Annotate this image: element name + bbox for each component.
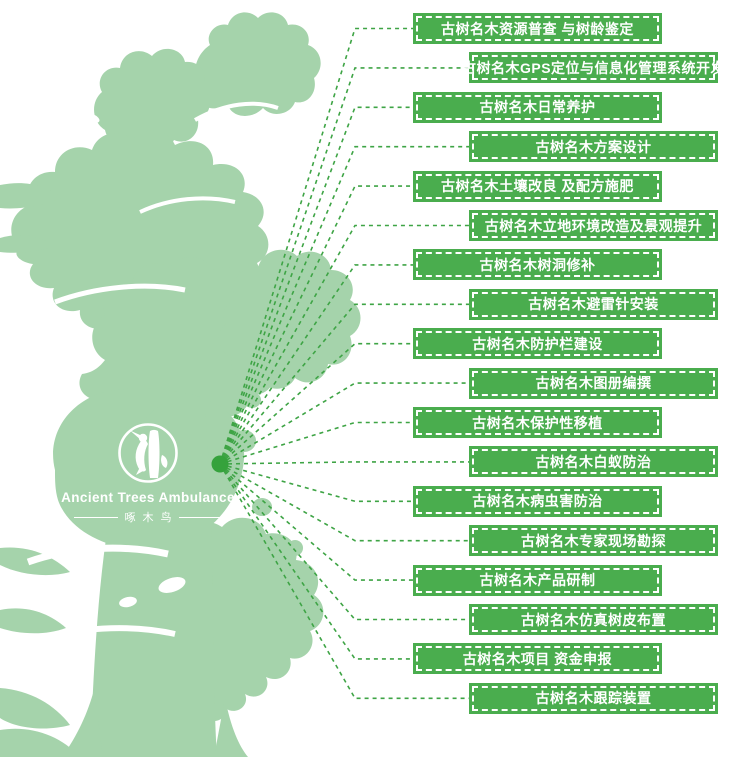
service-label: 古树名木仿真树皮布置	[469, 604, 718, 635]
service-label-text: 古树名木产品研制	[479, 572, 596, 589]
connector-line	[219, 382, 469, 465]
service-label-text: 古树名木日常养护	[479, 99, 596, 116]
connector-line	[219, 463, 413, 503]
service-label: 古树名木避雷针安装	[469, 288, 718, 320]
service-label: 古树名木防护栏建设	[413, 328, 662, 360]
service-label-text: 古树名木土壤改良 及配方施肥	[441, 178, 634, 195]
service-label-text: 古树名木专家现场勘探	[521, 532, 666, 549]
service-label-text: 古树名木白蚁防治	[535, 453, 652, 470]
tagline-rule-left	[73, 516, 118, 518]
service-label-text: 古树名木方案设计	[535, 138, 652, 155]
connector-line	[219, 421, 413, 465]
service-label: 古树名木GPS定位与信息化管理系统开发	[462, 52, 725, 84]
service-label-text: 古树名木GPS定位与信息化管理系统开发	[461, 59, 726, 76]
connector-line	[219, 145, 469, 465]
service-label-text: 古树名木防护栏建设	[472, 335, 603, 352]
service-label-text: 古树名木避雷针安装	[528, 296, 659, 313]
connector-line	[219, 106, 413, 465]
connector-line	[219, 463, 469, 700]
logo-tagline-text: 啄木鸟	[124, 512, 179, 524]
service-label: 古树名木立地环境改造及景观提升	[469, 210, 718, 241]
service-label: 古树名木保护性移植	[413, 407, 662, 438]
service-label-text: 古树名木保护性移植	[472, 414, 603, 431]
woodpecker-icon	[118, 423, 178, 483]
service-label: 古树名木产品研制	[413, 564, 662, 596]
connector-line	[219, 185, 413, 465]
service-label-text: 古树名木树洞修补	[479, 256, 596, 273]
service-label-text: 古树名木立地环境改造及景观提升	[484, 217, 703, 234]
service-label-text: 古树名木病虫害防治	[472, 493, 603, 510]
hub-dot	[211, 455, 229, 473]
service-label: 古树名木跟踪装置	[469, 682, 718, 714]
connector-line	[219, 224, 469, 465]
service-label: 古树名木专家现场勘探	[469, 525, 718, 557]
connector-line	[219, 342, 413, 465]
service-label: 古树名木日常养护	[413, 91, 662, 123]
connector-line	[219, 303, 469, 465]
service-label: 古树名木土壤改良 及配方施肥	[413, 170, 662, 202]
connector-line	[219, 461, 469, 465]
service-label-text: 古树名木跟踪装置	[535, 690, 652, 707]
connector-line	[219, 463, 469, 621]
service-label-text: 古树名木图册编撰	[535, 375, 652, 392]
service-label-text: 古树名木项目 资金申报	[462, 650, 613, 667]
connector-line	[219, 67, 469, 465]
connector-line	[219, 27, 413, 465]
logo-title: Ancient Trees Ambulance	[61, 490, 235, 505]
service-label: 古树名木方案设计	[469, 131, 718, 163]
service-label: 古树名木病虫害防治	[413, 485, 662, 517]
service-label-text: 古树名木资源普查 与树龄鉴定	[441, 20, 634, 37]
service-label: 古树名木图册编撰	[469, 367, 718, 399]
service-label: 古树名木项目 资金申报	[413, 643, 662, 675]
connector-line	[219, 463, 413, 660]
service-label: 古树名木树洞修补	[413, 249, 662, 281]
connector-line	[219, 264, 413, 465]
connector-line	[219, 463, 469, 542]
service-label: 古树名木资源普查 与树龄鉴定	[413, 13, 662, 44]
service-label-text: 古树名木仿真树皮布置	[521, 611, 666, 628]
logo-tagline: 啄木鸟	[50, 509, 246, 525]
service-label: 古树名木白蚁防治	[469, 446, 718, 478]
connector-line	[219, 463, 413, 581]
logo: Ancient Trees Ambulance 啄木鸟	[50, 422, 246, 525]
tagline-rule-right	[178, 516, 223, 518]
